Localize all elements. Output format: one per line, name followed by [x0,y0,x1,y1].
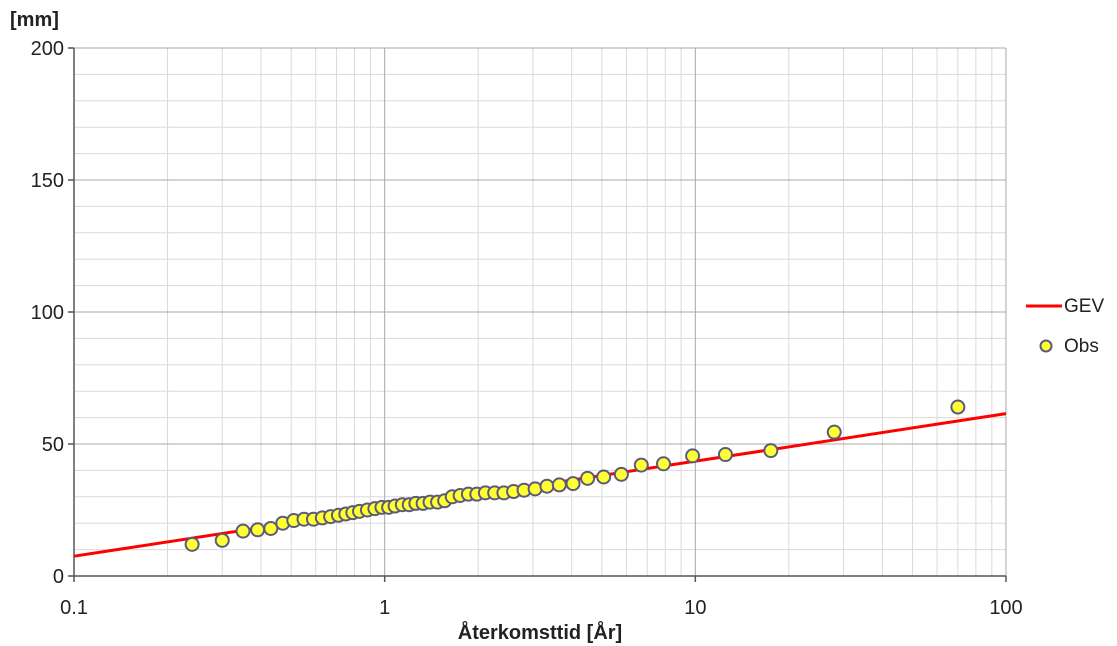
y-tick-label: 150 [31,170,64,192]
obs-point [565,476,581,492]
plot-series [73,399,1007,558]
obs-point [539,478,555,494]
y-tick-label: 200 [31,38,64,60]
obs-point [250,522,266,538]
obs-point [235,523,251,539]
y-tick-labels: 0 50 100 150 200 [31,38,64,588]
obs-point [580,470,596,486]
obs-point [656,456,672,472]
axes [68,47,1007,582]
y-tick-label: 0 [53,566,64,588]
x-tick-label: 100 [989,597,1022,619]
x-axis-title: Återkomsttid [År] [458,620,622,644]
legend: GEV Obs [1026,296,1104,357]
obs-point [763,443,779,459]
obs-point [527,481,543,497]
x-tick-label: 1 [379,597,390,619]
obs-point [184,536,200,552]
obs-point [263,520,279,536]
obs-point [551,477,567,493]
x-tick-label: 0.1 [60,597,88,619]
obs-point [613,466,629,482]
obs-point [685,448,701,464]
obs-point [633,457,649,473]
legend-gev-label: GEV [1064,296,1104,317]
x-tick-label: 10 [684,597,706,619]
obs-point [950,399,966,415]
obs-point [214,532,230,548]
obs-point [826,424,842,440]
obs-point [717,447,733,463]
y-tick-label: 50 [42,434,64,456]
y-axis-title: [mm] [10,9,59,31]
x-tick-labels: 0.1 1 10 100 [60,597,1023,619]
obs-point [596,469,612,485]
y-tick-label: 100 [31,302,64,324]
legend-obs-swatch [1039,339,1053,353]
legend-obs-label: Obs [1064,336,1099,357]
